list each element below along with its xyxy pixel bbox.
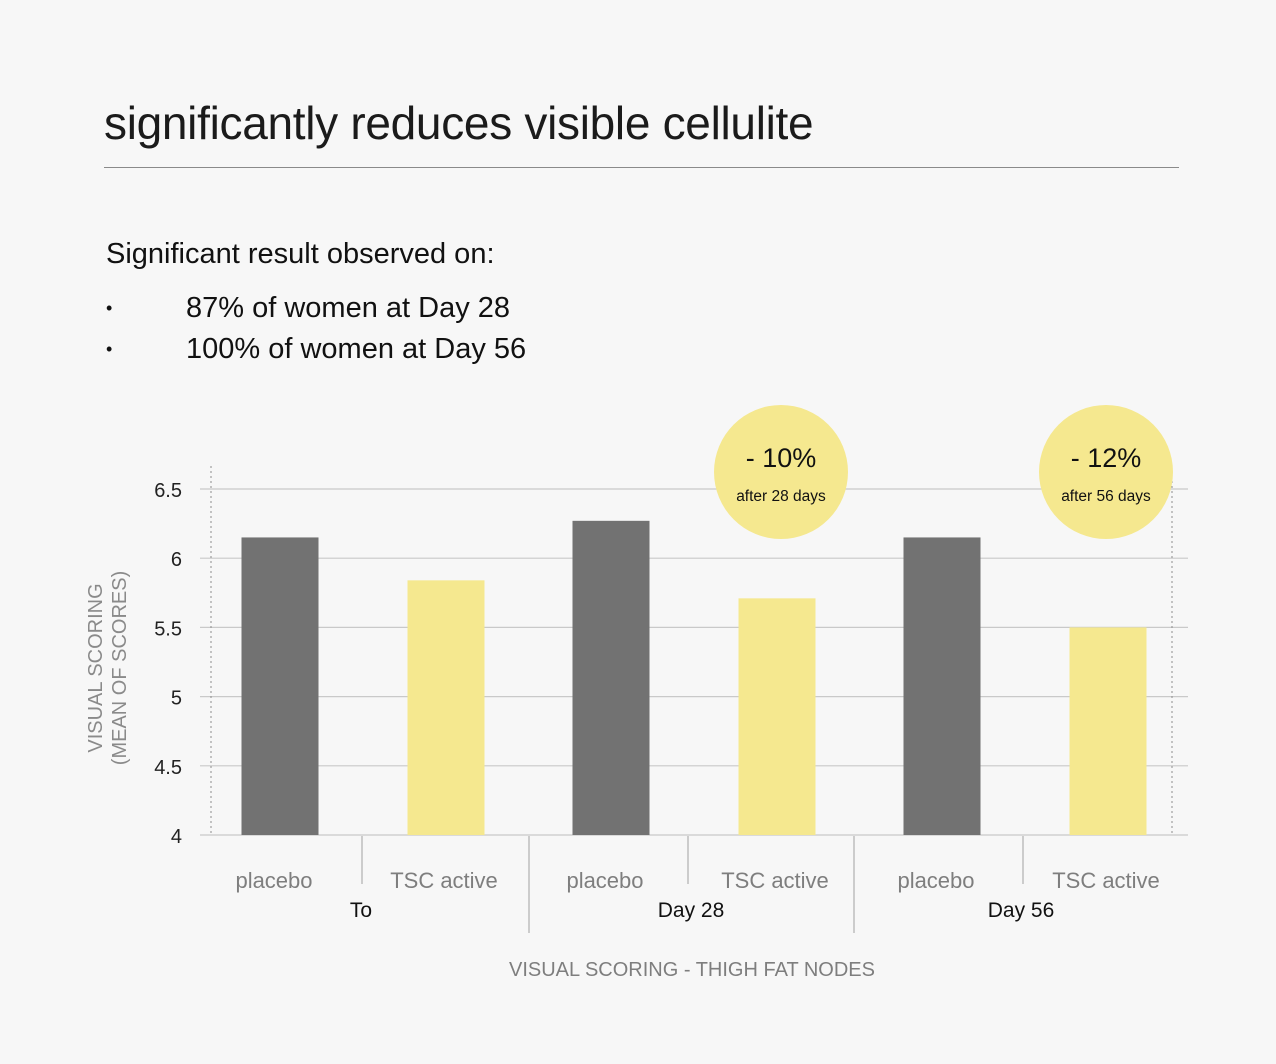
bullet-icon: • [106,339,113,359]
y-tick-label: 4 [171,826,182,848]
x-category-label: placebo [235,868,312,893]
y-tick-label: 6.5 [154,480,182,502]
bullet-icon: • [106,298,113,318]
annotation-percent: - 12% [1071,443,1142,473]
x-group-label: Day 56 [988,899,1055,922]
bar [572,520,650,835]
x-group-label: Day 28 [658,899,725,922]
bar [407,580,485,835]
y-axis-title-line: (MEAN OF SCORES) [109,571,131,765]
annotation-badge [1039,405,1173,539]
x-axis-title: VISUAL SCORING - THIGH FAT NODES [509,959,875,981]
x-category-label: TSC active [1052,868,1160,893]
bar [241,537,319,835]
y-axis-title: VISUAL SCORING (MEAN OF SCORES) [85,571,131,765]
result-subtitle: Significant result observed on: [106,238,495,270]
bar [1069,627,1147,835]
x-category-label: TSC active [721,868,829,893]
bar [738,598,816,835]
annotation-percent: - 10% [746,443,817,473]
annotation-text: after 28 days [736,488,826,505]
x-category-label: placebo [566,868,643,893]
list-item-text: 100% of women at Day 56 [186,333,527,365]
y-tick-label: 5.5 [154,618,182,640]
title-divider [104,167,1179,168]
x-group-label: To [350,899,372,922]
y-tick-label: 5 [171,688,182,710]
annotation-badge [714,405,848,539]
x-category-label: TSC active [390,868,498,893]
bar [903,537,981,835]
y-tick-label: 4.5 [154,757,182,779]
page-title: significantly reduces visible cellulite [104,97,814,149]
annotation-text: after 56 days [1061,488,1151,505]
x-category-label: placebo [897,868,974,893]
y-tick-label: 6 [171,549,182,571]
y-axis-title-line: VISUAL SCORING [85,583,107,752]
list-item-text: 87% of women at Day 28 [186,292,511,324]
